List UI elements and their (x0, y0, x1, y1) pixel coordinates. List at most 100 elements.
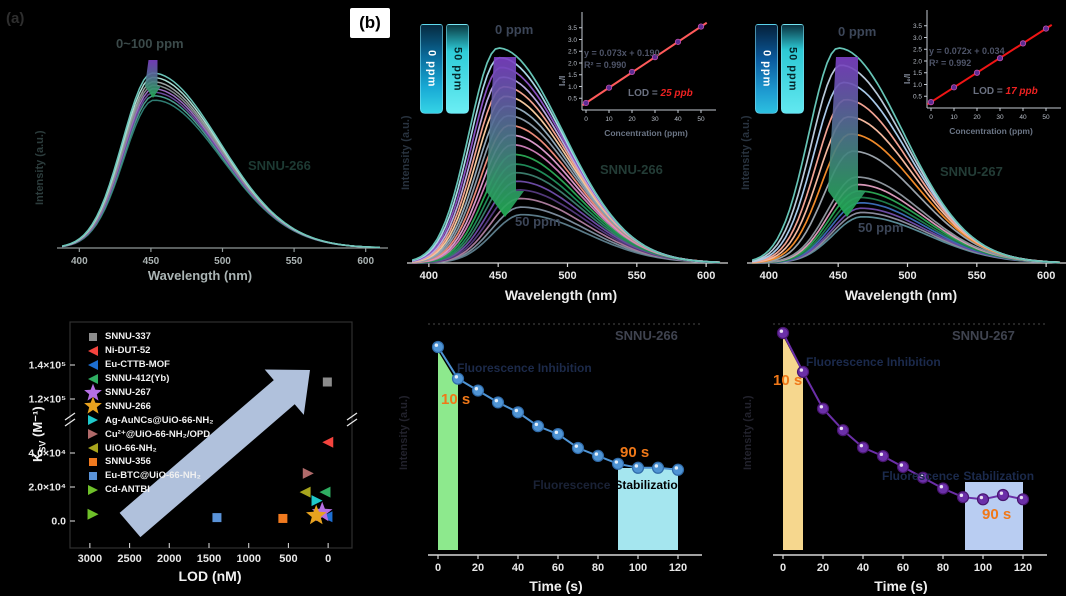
data-point (491, 396, 505, 409)
tick-label: 0 (929, 114, 933, 121)
scatter-marker (89, 457, 97, 466)
tick-label: 100 (974, 562, 992, 574)
panel-e-time-chart: 0 20 40 60 80 100 120 (428, 323, 702, 574)
spectrum-curve (411, 47, 721, 264)
data-point (776, 326, 790, 340)
legend-item: UiO-66-NH₂ (86, 441, 214, 455)
legend-label: SNNU-412(Yb) (105, 373, 170, 385)
legend-marker-icon (88, 373, 98, 384)
data-point (856, 441, 870, 454)
tick-label: 1.5 (913, 70, 922, 77)
data-point (927, 99, 935, 106)
tick-label: 1.0 (913, 82, 922, 89)
panel-b-material-label: SNNU-266 (600, 162, 663, 177)
scatter-marker (311, 501, 333, 522)
scatter-marker (88, 443, 98, 454)
lod-value: 25 ppb (660, 88, 693, 99)
cuvette-50ppm: 50 ppm (781, 24, 804, 114)
lod-value: 17 ppb (1005, 86, 1038, 97)
panel-c-material-label: SNNU-267 (940, 164, 1003, 179)
tick-label: 2.5 (568, 49, 577, 56)
scatter-marker (278, 513, 288, 523)
data-point (950, 84, 958, 91)
spectrum-curve (61, 95, 381, 249)
stabilization-word2: Stabilization (614, 478, 686, 492)
panel-b-fit-equation: y = 0.073x + 0.190 (584, 48, 660, 58)
panel-c-inset-y-label: I₀/I (903, 73, 912, 84)
data-point (697, 23, 705, 30)
scatter-marker (88, 415, 98, 426)
data-point (973, 69, 981, 76)
panel-b-0ppm-annotation: 0 ppm (495, 22, 534, 37)
data-point (996, 55, 1004, 62)
tick-label: 40 (857, 562, 869, 574)
panel-b-spectra-chart: 400 450 500 550 600 (407, 47, 728, 282)
data-point (1019, 40, 1027, 47)
data-point (628, 68, 636, 76)
tick-label: 40 (1019, 114, 1027, 121)
spectrum-curve (61, 72, 381, 249)
tick-label: 60 (552, 562, 564, 574)
panel-f-90s-label: 90 s (982, 506, 1012, 523)
tick-label: 0 (325, 553, 331, 565)
tick-label: 3.5 (568, 25, 577, 32)
fit-line (927, 24, 1053, 106)
quench-arrow-icon (145, 60, 161, 98)
legend-item: Ni-DUT-52 (86, 344, 214, 358)
tick-label: 600 (1037, 270, 1055, 282)
data-point (1016, 493, 1030, 506)
data-point (531, 420, 545, 433)
panel-a-material-label: SNNU-266 (248, 158, 311, 173)
tick-label: 60 (897, 562, 909, 574)
tick-label: 550 (286, 256, 303, 267)
legend-label: Eu-BTC@UiO-66-NH₂ (105, 470, 201, 482)
legend-marker-icon (88, 345, 98, 356)
tick-label: 500 (279, 553, 297, 565)
tick-label: 3000 (78, 553, 102, 565)
scatter-marker (84, 383, 102, 401)
scatter-marker (88, 345, 98, 356)
data-point (956, 491, 970, 504)
panel-d-legend: SNNU-337 Ni-DUT-52 Eu-CTTB-MOF SNNU-412(Yb)… (84, 330, 214, 497)
panel-d-y-axis-label: KSV (M⁻¹) (30, 406, 48, 462)
panel-c-cuvette-photos: 0 ppm 50 ppm (755, 24, 804, 114)
stabilization-word1: Fluorescence (882, 469, 960, 483)
legend-label: Ag-AuNCs@UiO-66-NH₂ (105, 414, 214, 426)
legend-item: SNNU-337 (86, 330, 214, 344)
legend-marker-icon (88, 415, 98, 426)
data-point (936, 482, 950, 495)
legend-label: Ni-DUT-52 (105, 345, 151, 357)
tick-label: 10 (605, 116, 613, 123)
spectrum-curve (61, 88, 381, 249)
panel-c-spectra-chart: 400 450 500 550 600 (747, 47, 1066, 282)
scatter-marker (319, 486, 331, 498)
tick-label: 20 (628, 116, 636, 123)
tick-label: 40 (512, 562, 524, 574)
legend-item: Eu-BTC@UiO-66-NH₂ (86, 469, 214, 483)
legend-label: SNNU-267 (105, 387, 151, 398)
panel-b-lod: LOD = 25 ppb (628, 88, 693, 99)
data-point (976, 493, 990, 506)
spectrum-curve (61, 99, 381, 249)
tick-label: 2.0 (913, 58, 922, 65)
legend-item: SNNU-266 (84, 396, 214, 414)
tick-label: 1.5 (568, 72, 577, 79)
stabilization-word2: Stabilization (963, 469, 1035, 483)
tick-label: 500 (898, 270, 916, 282)
panel-f-inhibition-label: Fluorescence Inhibition (806, 355, 941, 369)
scatter-marker (88, 484, 98, 495)
panel-b-y-axis-label: Intensity (a.u.) (400, 115, 412, 190)
cuvette-0ppm: 0 ppm (420, 24, 443, 114)
legend-marker-icon (84, 396, 102, 414)
data-point (996, 488, 1010, 502)
legend-label: SNNU-356 (105, 456, 151, 468)
legend-item: Ag-AuNCs@UiO-66-NH₂ (86, 413, 214, 427)
tick-label: 4.0×10⁴ (28, 448, 66, 460)
scatter-marker (311, 495, 323, 507)
panel-b-cuvette-photos: 0 ppm 50 ppm (420, 24, 469, 114)
panel-e-90s-label: 90 s (620, 444, 650, 461)
panel-c-inset-x-label: Concentration (ppm) (949, 126, 1033, 136)
legend-label: Cd-ANTBI (105, 484, 150, 496)
data-point (1042, 25, 1050, 32)
tick-label: 400 (760, 270, 778, 282)
